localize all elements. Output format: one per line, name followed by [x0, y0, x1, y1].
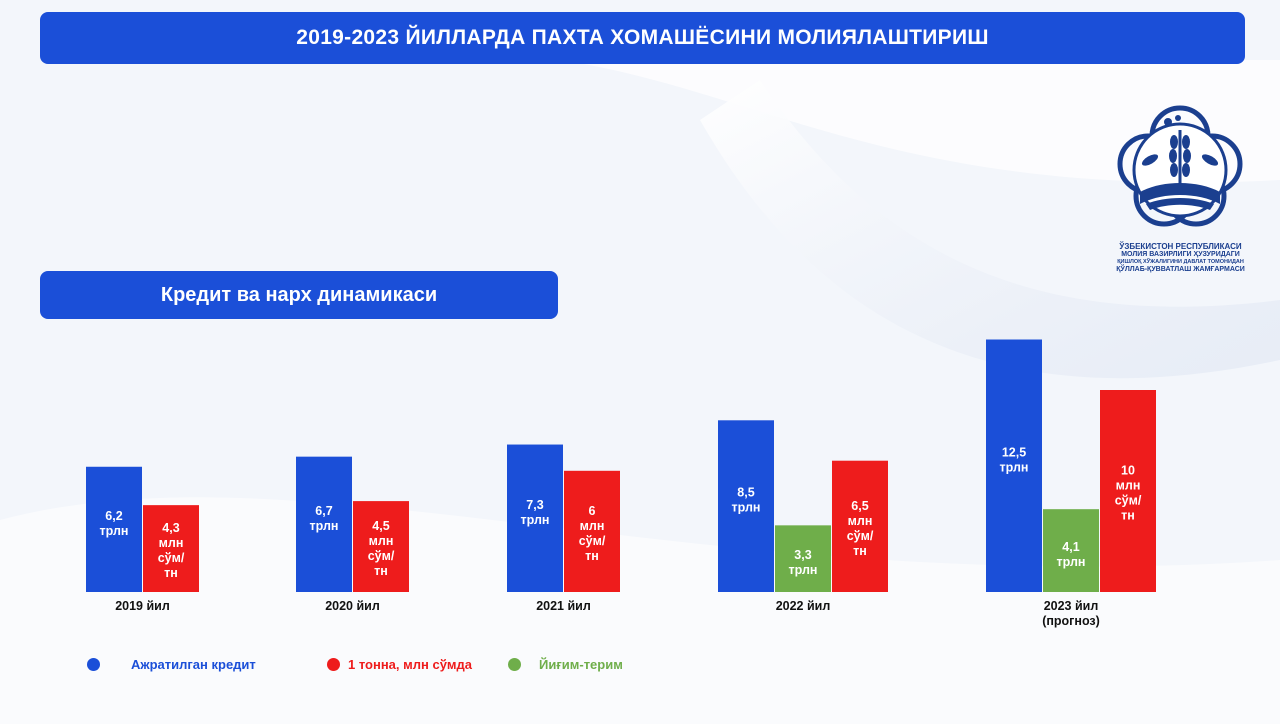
page-title: 2019-2023 ЙИЛЛАРДА ПАХТА ХОМАШЁСИНИ МОЛИ…: [40, 12, 1245, 64]
category-label-2: 2021 йил: [536, 599, 591, 613]
legend-dot-harvest: [508, 657, 521, 671]
bar-price-1: [353, 501, 409, 592]
legend-dot-credit: [87, 657, 100, 671]
organization-name: ЎЗБЕКИСТОН РЕСПУБЛИКАСИ МОЛИЯ ВАЗИРЛИГИ …: [1108, 242, 1253, 274]
data-label-price-3: 6,5 млн сўм/тн: [847, 499, 874, 558]
data-label-credit-1: 6,7 трлн: [310, 504, 339, 533]
category-label-0: 2019 йил: [115, 599, 170, 613]
bar-price-3: [832, 460, 888, 592]
org-line-3: ҚИШЛОҚ ХЎЖАЛИГИНИ ДАВЛАТ ТОМОНИДАН: [1117, 259, 1244, 266]
category-label-1: 2020 йил: [325, 599, 380, 613]
legend-item-credit: Ажратилган кредит: [87, 652, 256, 676]
org-line-4: ҚЎЛЛАБ-ҚУВВАТЛАШ ЖАМҒАРМАСИ: [1116, 265, 1245, 273]
section-subtitle: Кредит ва нарх динамикаси: [40, 271, 558, 319]
bar-price-2: [564, 470, 620, 592]
data-label-price-0: 4,3 млн сўм/тн: [158, 521, 185, 580]
bar-credit-0: [86, 466, 142, 592]
data-label-credit-2: 7,3 трлн: [521, 498, 550, 527]
data-label-harvest-3: 3,3 трлн: [789, 548, 818, 577]
bar-credit-2: [507, 444, 563, 592]
data-label-harvest-4: 4,1 трлн: [1057, 540, 1086, 569]
legend-item-harvest: Йиғим-терим: [508, 652, 623, 676]
bar-harvest-4: [1043, 509, 1099, 592]
category-label-4: 2023 йил (прогноз): [1042, 599, 1100, 628]
data-label-price-1: 4,5 млн сўм/тн: [368, 519, 395, 578]
data-label-price-2: 6 млн сўм/тн: [579, 504, 606, 563]
data-label-credit-3: 8,5 трлн: [732, 486, 761, 515]
category-label-3: 2022 йил: [776, 599, 831, 613]
legend-label-price: 1 тонна, млн сўмда: [348, 656, 473, 672]
bar-price-4: [1100, 390, 1156, 592]
fund-logo-icon: [1117, 105, 1243, 227]
legend-item-price: 1 тонна, млн сўмда: [327, 652, 472, 676]
bar-credit-3: [718, 420, 774, 592]
org-line-1: ЎЗБЕКИСТОН РЕСПУБЛИКАСИ: [1119, 242, 1242, 251]
bar-credit-4: [986, 339, 1042, 592]
bar-credit-1: [296, 456, 352, 592]
data-label-price-4: 10 млн сўм/тн: [1115, 464, 1142, 523]
data-label-credit-0: 6,2 трлн: [100, 509, 129, 538]
bar-price-0: [143, 505, 199, 592]
legend-label-credit: Ажратилган кредит: [131, 656, 256, 672]
org-line-2: МОЛИЯ ВАЗИРЛИГИ ҲУЗУРИДАГИ: [1121, 251, 1240, 259]
legend-dot-price: [327, 657, 340, 671]
bar-harvest-3: [775, 525, 831, 592]
legend-label-harvest: Йиғим-терим: [539, 656, 623, 672]
data-label-credit-4: 12,5 трлн: [1000, 445, 1029, 474]
